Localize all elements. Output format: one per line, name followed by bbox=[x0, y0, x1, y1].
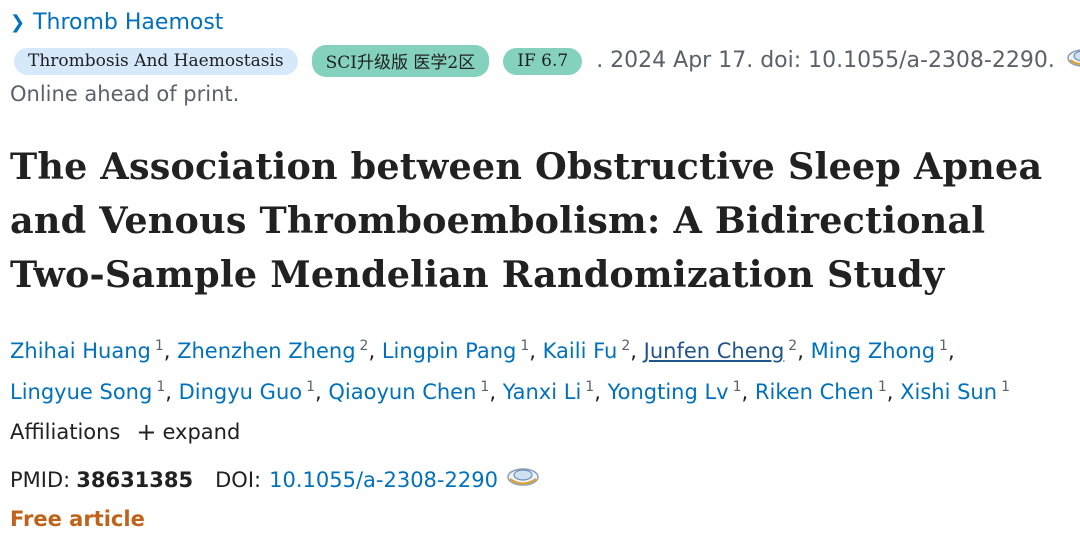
affiliations-row: Affiliations + expand bbox=[10, 420, 240, 444]
sci-rank-badge: SCI升级版 医学2区 bbox=[311, 45, 490, 77]
author-link[interactable]: Zhihai Huang bbox=[10, 339, 151, 363]
plus-icon: + bbox=[136, 418, 157, 446]
author-link[interactable]: Zhenzhen Zheng bbox=[177, 339, 356, 363]
author-link[interactable]: Yongting Lv bbox=[607, 380, 729, 404]
author-link[interactable]: Riken Chen bbox=[754, 380, 874, 404]
affiliation-number[interactable]: 2 bbox=[788, 338, 798, 354]
citation-text: . 2024 Apr 17. doi: 10.1055/a-2308-2290. bbox=[596, 47, 1080, 75]
author-separator: , bbox=[165, 380, 179, 404]
doi-link[interactable]: 10.1055/a-2308-2290 bbox=[269, 467, 498, 492]
author-separator: , bbox=[163, 339, 178, 363]
identifiers-row: PMID: 38631385 DOI: 10.1055/a-2308-2290 bbox=[10, 466, 540, 493]
affiliation-number[interactable]: 1 bbox=[480, 379, 490, 395]
publication-meta: Thrombosis And Haemostasis SCI升级版 医学2区 I… bbox=[14, 45, 1080, 77]
affiliation-number[interactable]: 2 bbox=[621, 338, 631, 354]
author-link[interactable]: Dingyu Guo bbox=[178, 380, 303, 404]
journal-badge: Thrombosis And Haemostasis bbox=[14, 47, 298, 75]
pmid-value: 38631385 bbox=[76, 467, 194, 492]
affiliations-label: Affiliations bbox=[10, 420, 121, 444]
author-list: Zhihai Huang 1, Zhenzhen Zheng 2, Lingpin … bbox=[10, 328, 1075, 410]
author-separator: , bbox=[594, 380, 608, 404]
affiliation-number[interactable]: 1 bbox=[939, 338, 948, 354]
author-link[interactable]: Lingpin Pang bbox=[381, 339, 517, 363]
chevron-right-icon: ❯ bbox=[10, 11, 26, 33]
journal-link[interactable]: ❯ Thromb Haemost bbox=[10, 10, 223, 35]
journal-link-label: Thromb Haemost bbox=[33, 10, 224, 35]
author-link[interactable]: Xishi Sun bbox=[900, 380, 998, 404]
impact-factor-badge: IF 6.7 bbox=[503, 47, 583, 75]
author-link[interactable]: Yanxi Li bbox=[502, 380, 582, 404]
affiliation-number[interactable]: 1 bbox=[154, 338, 164, 354]
citation-date-doi: . 2024 Apr 17. doi: 10.1055/a-2308-2290. bbox=[596, 48, 1055, 73]
author-separator: , bbox=[886, 380, 901, 404]
author-separator: , bbox=[489, 380, 503, 404]
author-separator: , bbox=[797, 339, 811, 363]
expand-affiliations-button[interactable]: + expand bbox=[136, 420, 240, 444]
affiliation-number[interactable]: 2 bbox=[359, 338, 369, 354]
affiliation-number[interactable]: 1 bbox=[877, 379, 887, 395]
expand-label: expand bbox=[162, 420, 241, 444]
author-link[interactable]: Ming Zhong bbox=[810, 339, 936, 363]
affiliation-number[interactable]: 1 bbox=[520, 338, 530, 354]
author-separator: , bbox=[947, 339, 955, 363]
author-separator: , bbox=[529, 339, 543, 363]
online-status: Online ahead of print. bbox=[10, 82, 240, 106]
author-separator: , bbox=[741, 380, 755, 404]
author-link[interactable]: Qiaoyun Chen bbox=[328, 380, 477, 404]
affiliation-number[interactable]: 1 bbox=[585, 379, 595, 395]
article-title: The Association between Obstructive Slee… bbox=[10, 145, 1043, 296]
doi-resolver-icon[interactable] bbox=[1066, 47, 1080, 75]
pmid-label: PMID: bbox=[10, 467, 71, 492]
author-link[interactable]: Lingyue Song bbox=[10, 380, 153, 404]
doi-resolver-icon[interactable] bbox=[506, 466, 540, 493]
free-article-label: Free article bbox=[10, 507, 145, 531]
author-link[interactable]: Junfen Cheng bbox=[643, 339, 785, 363]
doi-label: DOI: bbox=[215, 467, 262, 492]
author-separator: , bbox=[368, 339, 382, 363]
author-link[interactable]: Kaili Fu bbox=[542, 339, 618, 363]
author-separator: , bbox=[630, 339, 644, 363]
author-separator: , bbox=[315, 380, 329, 404]
affiliation-number[interactable]: 1 bbox=[732, 379, 742, 395]
affiliation-number[interactable]: 1 bbox=[1001, 379, 1010, 395]
affiliation-number[interactable]: 1 bbox=[156, 379, 166, 395]
affiliation-number[interactable]: 1 bbox=[306, 379, 316, 395]
